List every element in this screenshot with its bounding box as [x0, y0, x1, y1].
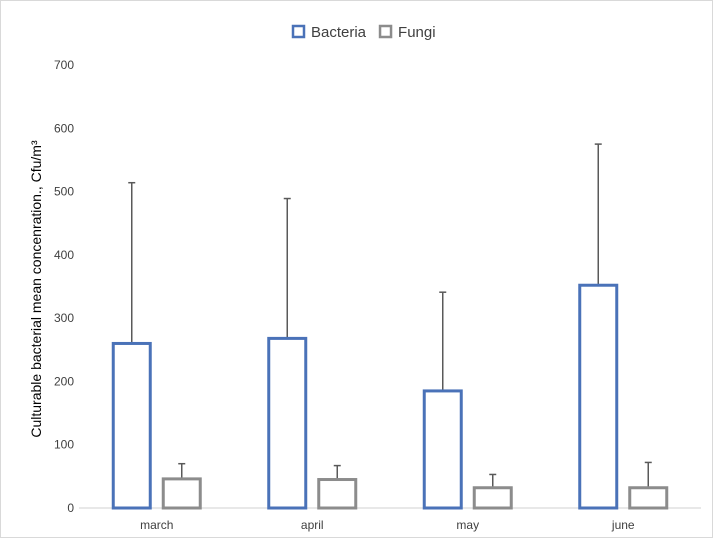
bar-bacteria-may: [422, 389, 463, 510]
y-tick-label: 400: [54, 248, 74, 262]
y-axis-ticks: 0 100 200 300 400 500 600 700: [54, 58, 74, 515]
y-axis-label: Culturable bacterial mean concenration.,…: [28, 140, 44, 438]
bars: [111, 283, 669, 510]
bar-bacteria-march: [111, 341, 152, 510]
bar-fungi-june: [628, 486, 669, 510]
legend-swatch-bacteria: [291, 24, 306, 39]
y-tick-label: 500: [54, 185, 74, 199]
legend: Bacteria Fungi: [291, 24, 436, 41]
y-tick-label: 0: [67, 501, 74, 515]
legend-swatch-fungi: [378, 24, 393, 39]
y-tick-label: 700: [54, 58, 74, 72]
y-tick-label: 100: [54, 438, 74, 452]
y-tick-label: 600: [54, 121, 74, 135]
bar-fungi-may: [472, 486, 513, 510]
bar-fungi-march: [161, 477, 202, 510]
x-tick-label: april: [301, 518, 324, 532]
bar-bacteria-june: [578, 283, 619, 510]
legend-label-bacteria: Bacteria: [311, 24, 367, 41]
x-tick-label: june: [611, 518, 635, 532]
legend-label-fungi: Fungi: [398, 24, 436, 41]
x-tick-label: march: [140, 518, 173, 532]
y-tick-label: 300: [54, 311, 74, 325]
x-axis-ticks: march april may june: [140, 518, 635, 532]
error-bars: [128, 143, 652, 488]
bar-fungi-april: [317, 478, 358, 510]
y-tick-label: 200: [54, 374, 74, 388]
x-tick-label: may: [456, 518, 479, 532]
bar-bacteria-april: [267, 336, 308, 510]
